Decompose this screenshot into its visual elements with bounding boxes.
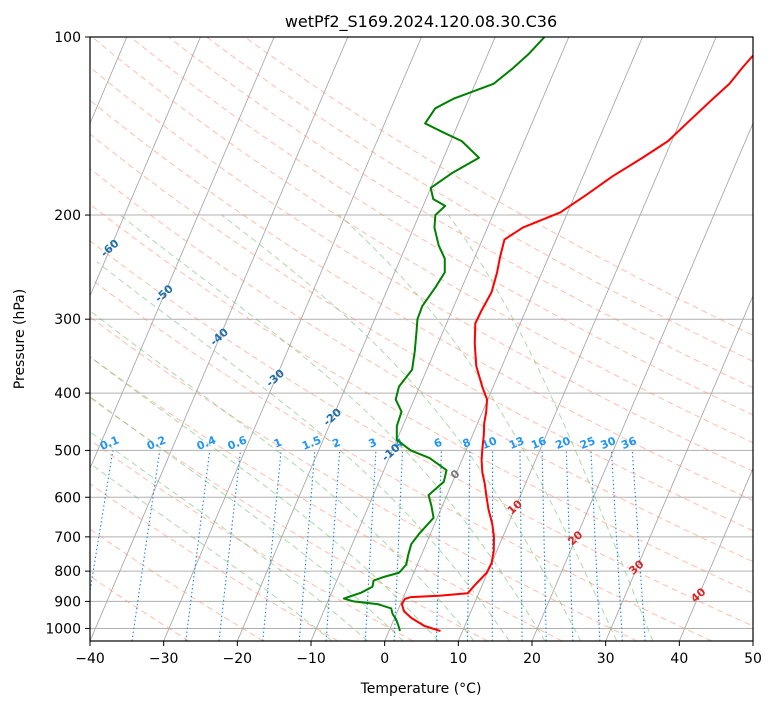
y-tick-label: 800: [54, 564, 81, 580]
mixing-ratio-label: 13: [507, 434, 526, 452]
y-tick-label: 900: [54, 594, 81, 610]
isotherm-line: [531, 122, 753, 641]
x-tick-label: 10: [449, 651, 467, 667]
dry-adiabat: [90, 99, 753, 502]
x-tick-label: 0: [380, 651, 389, 667]
dry-adiabat: [130, 37, 753, 416]
moist-adiabat: [338, 214, 618, 641]
isotherm-line: [90, 37, 349, 641]
mixing-ratio-label: 20: [553, 434, 572, 452]
y-axis-label: Pressure (hPa): [12, 289, 28, 389]
dry-adiabat: [90, 356, 563, 641]
x-axis-ticks: −40 −30 −20 −10 0 10 20 30 40 50: [75, 641, 762, 667]
x-axis-label: Temperature (°C): [360, 681, 482, 697]
dry-adiabat: [90, 168, 753, 563]
isotherm-line: [384, 37, 643, 641]
isotherm-line: [90, 37, 275, 470]
moist-adiabat: [96, 261, 510, 641]
moist-adiabat: [90, 431, 369, 641]
dry-adiabat: [90, 316, 638, 641]
dry-adiabat: [90, 133, 753, 532]
dry-adiabat: [206, 37, 753, 362]
mixing-ratio-line: [131, 450, 161, 641]
profile-series: [342, 37, 753, 632]
dry-adiabat: [90, 240, 753, 627]
isotherm-line: [457, 37, 717, 641]
isotherm-line: [678, 467, 753, 641]
x-tick-label: −20: [223, 651, 253, 667]
isotherm-line: [90, 37, 201, 298]
mixing-ratio-lines: [90, 450, 646, 641]
x-tick-label: 50: [744, 651, 762, 667]
x-tick-label: 40: [670, 651, 688, 667]
x-tick-label: −40: [75, 651, 105, 667]
dry-adiabat: [168, 37, 753, 389]
moist-adiabat-lines: [90, 214, 654, 641]
plot-frame: [89, 36, 754, 642]
mixing-ratio-label: 3: [367, 436, 379, 451]
moist-adiabat: [90, 310, 475, 641]
mixing-ratio-label: 1: [272, 436, 284, 451]
moist-adiabat: [221, 214, 582, 641]
mixing-ratio-label: 8: [461, 436, 473, 451]
x-tick-label: −30: [149, 651, 179, 667]
y-tick-label: 400: [54, 386, 81, 402]
moist-adiabat: [90, 462, 333, 641]
moist-adiabat: [448, 214, 654, 641]
x-tick-label: −10: [296, 651, 326, 667]
dry-adiabat: [90, 203, 753, 594]
temperature-profile-line: [400, 54, 753, 632]
mixing-ratio-line: [185, 450, 211, 641]
mixing-ratio-label: 30: [599, 434, 618, 452]
x-tick-label: 30: [597, 651, 615, 667]
y-tick-label: 100: [54, 30, 81, 46]
y-tick-label: 1000: [45, 621, 81, 637]
isotherm-line: [605, 294, 753, 641]
chart-title: wetPf2_S169.2024.120.08.30.C36: [285, 12, 557, 32]
isotherm-line: [163, 37, 422, 641]
mixing-ratio-label: 36: [619, 434, 638, 452]
y-tick-label: 300: [54, 312, 81, 328]
dry-adiabat: [90, 483, 339, 641]
dry-adiabat: [91, 37, 753, 444]
mixing-ratio-line: [90, 450, 114, 595]
y-tick-label: 700: [54, 530, 81, 546]
y-axis-ticks: 100 200 300 400 500 600 700 800 900 1000: [45, 30, 90, 637]
moist-adiabat: [90, 395, 404, 641]
y-tick-label: 200: [54, 208, 81, 224]
moist-adiabat: [90, 356, 439, 641]
mixing-ratio-label: 25: [578, 434, 597, 452]
mixing-ratio-label: 16: [529, 434, 548, 452]
x-tick-label: 20: [523, 651, 541, 667]
dry-adiabat: [90, 66, 753, 472]
mixing-ratio-label: 10: [480, 434, 499, 452]
y-tick-label: 600: [54, 490, 81, 506]
mixing-ratio-label: 2: [330, 436, 342, 451]
dewpoint-profile-line: [342, 37, 546, 632]
y-tick-label: 500: [54, 443, 81, 459]
